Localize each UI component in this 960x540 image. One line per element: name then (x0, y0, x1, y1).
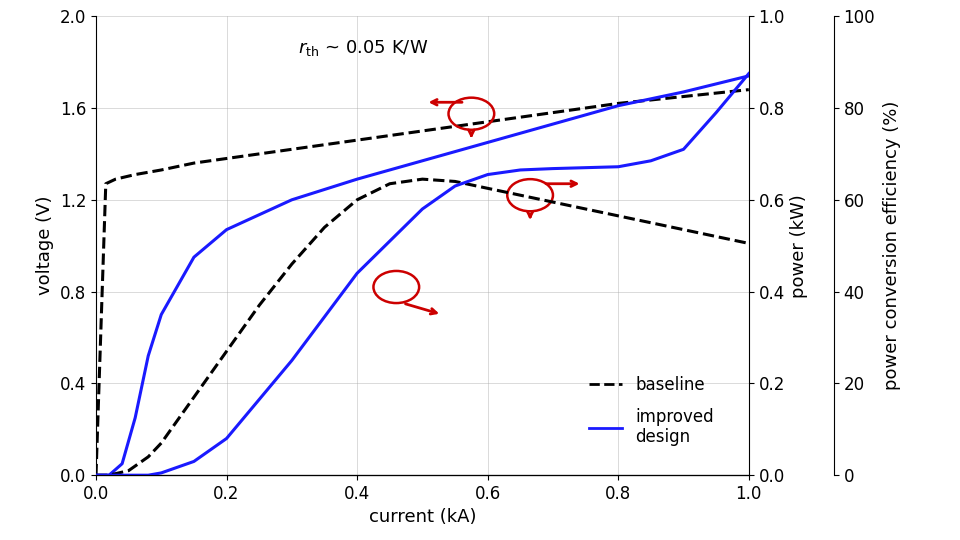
Text: $r_\mathrm{th}$ ~ 0.05 K/W: $r_\mathrm{th}$ ~ 0.05 K/W (299, 38, 428, 58)
X-axis label: current (kA): current (kA) (369, 509, 476, 526)
Y-axis label: power conversion efficiency (%): power conversion efficiency (%) (883, 101, 901, 390)
Y-axis label: power (kW): power (kW) (790, 194, 808, 298)
Y-axis label: voltage (V): voltage (V) (36, 196, 54, 295)
Legend: baseline, improved
design: baseline, improved design (583, 370, 721, 453)
